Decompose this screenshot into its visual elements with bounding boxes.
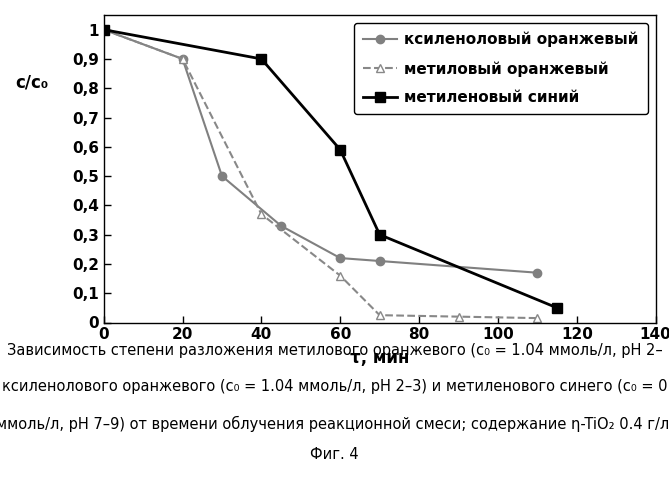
Text: Зависимость степени разложения метилового оранжевого (с₀ = 1.04 ммоль/л, рН 2–: Зависимость степени разложения метиловог… (7, 342, 662, 357)
Text: c/c₀: c/c₀ (15, 74, 49, 92)
Text: Фиг. 4: Фиг. 4 (310, 447, 359, 462)
Text: 3), ксиленолового оранжевого (с₀ = 1.04 ммоль/л, рН 2–3) и метиленового синего (: 3), ксиленолового оранжевого (с₀ = 1.04 … (0, 379, 669, 394)
Text: ммоль/л, рН 7–9) от времени облучения реакционной смеси; содержание η-TiO₂ 0.4 г: ммоль/л, рН 7–9) от времени облучения ре… (0, 416, 669, 432)
X-axis label: τ, мин: τ, мин (350, 350, 409, 368)
Legend: ксиленоловый оранжевый, метиловый оранжевый, метиленовый синий: ксиленоловый оранжевый, метиловый оранже… (354, 22, 648, 114)
